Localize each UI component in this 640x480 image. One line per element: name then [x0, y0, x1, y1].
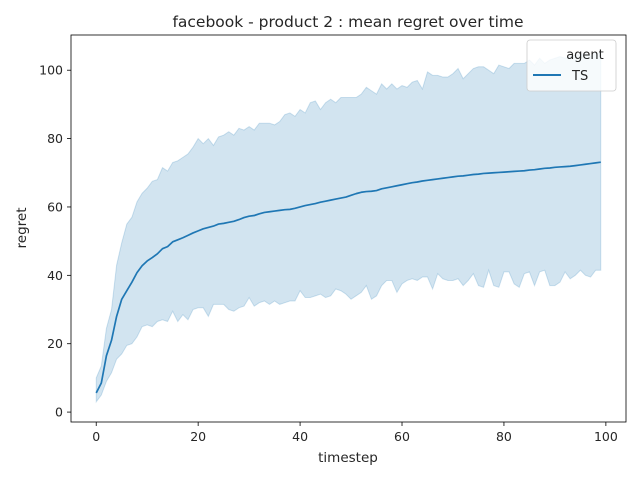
- legend-box: [526, 39, 617, 92]
- legend-entry-label: TS: [571, 69, 588, 84]
- plot-frame: [70, 34, 627, 423]
- x-tick-label: 80: [496, 429, 512, 444]
- y-tick-label: 60: [47, 199, 63, 214]
- y-tick-label: 0: [55, 405, 63, 420]
- x-axis-label: timestep: [318, 450, 378, 466]
- y-tick-label: 100: [39, 63, 63, 78]
- y-axis: 0 20 40 60 80 100: [39, 63, 71, 420]
- legend: agent TS: [526, 39, 617, 92]
- x-tick-label: 40: [292, 429, 308, 444]
- chart-title: facebook - product 2 : mean regret over …: [172, 13, 523, 31]
- x-tick-label: 100: [594, 429, 618, 444]
- x-axis: 0 20 40 60 80 100: [92, 422, 618, 444]
- y-axis-label: regret: [14, 208, 30, 249]
- x-tick-label: 0: [92, 429, 100, 444]
- legend-title: agent: [566, 48, 604, 63]
- y-tick-label: 40: [47, 268, 63, 283]
- y-tick-label: 80: [47, 131, 63, 146]
- x-tick-label: 60: [394, 429, 410, 444]
- x-tick-label: 20: [190, 429, 206, 444]
- confidence-band-TS: [95, 52, 602, 404]
- confidence-band-layer: [95, 52, 602, 404]
- series-line-TS: [95, 161, 601, 394]
- y-tick-label: 20: [47, 336, 63, 351]
- mean-line-layer: [95, 161, 601, 394]
